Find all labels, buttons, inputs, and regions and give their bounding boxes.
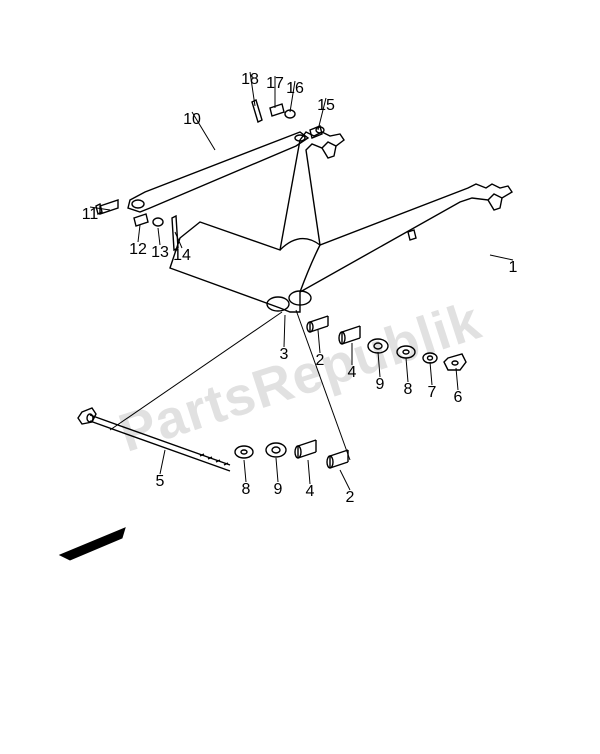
callout-12: 12 — [129, 241, 147, 259]
direction-arrow — [60, 528, 125, 560]
callout-17: 17 — [266, 75, 284, 93]
swingarm-body — [170, 132, 512, 312]
callout-15: 15 — [317, 97, 335, 115]
callout-5: 5 — [156, 473, 165, 491]
callout-11: 11 — [82, 206, 99, 224]
callout-2: 2 — [316, 352, 325, 370]
callout-2b: 2 — [346, 489, 355, 507]
pivot-shaft-lower — [78, 408, 348, 471]
callout-6: 6 — [454, 389, 463, 407]
callout-4: 4 — [348, 364, 357, 382]
parts-diagram-svg — [0, 0, 600, 754]
callout-9: 9 — [376, 376, 385, 394]
diagram-stage: PartsRepublik — [0, 0, 600, 754]
callout-9b: 9 — [274, 481, 283, 499]
callout-18: 18 — [241, 71, 259, 89]
callout-10: 10 — [183, 111, 201, 129]
bracket-stub — [408, 230, 416, 240]
pivot-hardware-upper — [307, 316, 466, 370]
bolt-15 — [310, 126, 324, 138]
adjuster-lug-right — [488, 198, 502, 210]
callout-16: 16 — [286, 80, 304, 98]
callout-3: 3 — [280, 346, 289, 364]
swingarm-group — [78, 100, 512, 471]
torque-arm-eye-left — [132, 200, 144, 208]
callout-13: 13 — [151, 244, 169, 262]
callout-4b: 4 — [306, 483, 315, 501]
explode-line-1 — [110, 312, 282, 430]
adjuster-lug-left — [322, 146, 336, 158]
callout-7: 7 — [428, 384, 437, 402]
callout-8b: 8 — [242, 481, 251, 499]
hardware-16-17-18 — [252, 100, 295, 122]
callout-8: 8 — [404, 381, 413, 399]
torque-arm — [128, 132, 308, 212]
bolt-11 — [96, 200, 118, 214]
callout-1: 1 — [509, 259, 518, 277]
callout-14: 14 — [173, 247, 191, 265]
